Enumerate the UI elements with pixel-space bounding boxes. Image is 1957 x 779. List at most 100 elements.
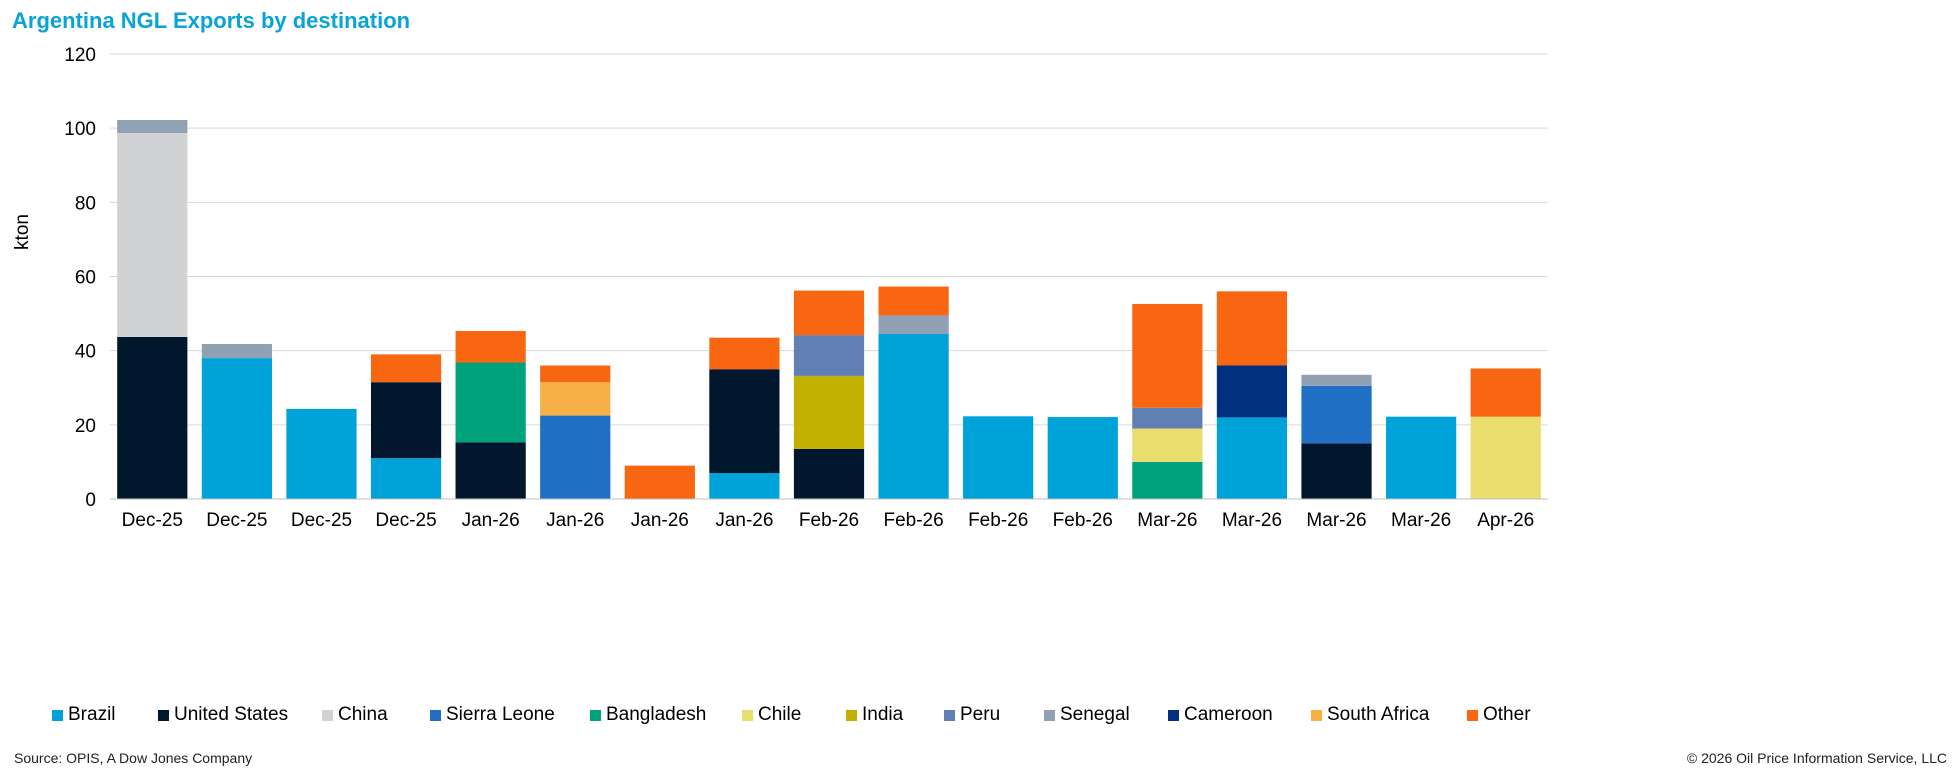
- legend-label: China: [338, 704, 388, 725]
- bar-segment: [709, 369, 780, 474]
- legend-label: Brazil: [68, 704, 116, 725]
- legend-item: Chile: [742, 704, 801, 726]
- bar-segment: [963, 416, 1034, 499]
- legend-item: Bangladesh: [590, 704, 706, 726]
- x-tick-label: Feb-26: [968, 510, 1028, 531]
- bar-segment: [793, 290, 865, 336]
- legend-swatch: [322, 709, 333, 721]
- bar-segment: [540, 365, 611, 383]
- source-note: Source: OPIS, A Dow Jones Company: [14, 750, 253, 766]
- y-tick-label: 20: [75, 416, 96, 437]
- legend-swatch: [430, 709, 441, 721]
- bar-segment: [1132, 303, 1203, 408]
- y-tick-label: 60: [75, 268, 96, 289]
- legend-swatch: [1044, 709, 1055, 721]
- bar-segment: [117, 132, 188, 337]
- legend-item: Senegal: [1044, 704, 1130, 726]
- x-tick-label: Jan-26: [462, 510, 520, 531]
- legend-item: South Africa: [1311, 704, 1429, 726]
- bar-segment: [1470, 368, 1541, 417]
- y-tick-label: 120: [64, 45, 96, 66]
- x-tick-label: Feb-26: [799, 510, 859, 531]
- legend-label: United States: [174, 704, 289, 725]
- axes: 0 20 40 60 80 100 120 Dec-25 Dec-25 Dec-25 Dec-25 J…: [64, 45, 1548, 531]
- bar-segment: [1132, 407, 1203, 429]
- legend-label: South Africa: [1327, 704, 1430, 725]
- legend-item: Peru: [944, 704, 1000, 726]
- legend-swatch: [1311, 709, 1322, 721]
- x-tick-label: Jan-26: [631, 510, 689, 531]
- x-tick-label: Dec-25: [375, 510, 436, 531]
- bar-segment: [1216, 291, 1288, 366]
- bar-segment: [878, 333, 949, 499]
- bar-segment: [370, 458, 442, 499]
- legend-item: Cameroon: [1168, 704, 1273, 726]
- legend-swatch: [1168, 709, 1179, 721]
- legend-item: China: [322, 704, 388, 726]
- x-tick-label: Dec-25: [206, 510, 267, 531]
- bar-segment: [1216, 365, 1288, 418]
- legend-swatch: [52, 709, 63, 721]
- bar-segment: [878, 286, 949, 316]
- legend-item: Brazil: [52, 704, 116, 726]
- bar-segment: [709, 337, 780, 370]
- bar-segment: [793, 375, 865, 449]
- legend-swatch: [944, 709, 955, 721]
- bar-segment: [455, 362, 526, 443]
- legend-label: Sierra Leone: [446, 704, 555, 725]
- bar-segment: [878, 315, 949, 334]
- copyright-note: © 2026 Oil Price Information Service, LL…: [1686, 750, 1947, 766]
- y-axis-label: kton: [12, 214, 33, 250]
- bar-segment: [624, 465, 695, 499]
- bars: [117, 120, 1541, 499]
- y-tick-label: 0: [85, 490, 96, 511]
- x-tick-label: Feb-26: [883, 510, 943, 531]
- legend-swatch: [846, 709, 857, 721]
- legend-label: Chile: [758, 704, 802, 725]
- x-tick-label: Mar-26: [1306, 510, 1366, 531]
- legend-label: Other: [1483, 704, 1531, 725]
- x-tick-label: Jan-26: [546, 510, 604, 531]
- legend-label: India: [862, 704, 904, 725]
- legend-item: United States: [158, 704, 288, 726]
- bar-segment: [455, 331, 526, 363]
- bar-segment: [117, 120, 188, 133]
- bar-segment: [117, 336, 188, 499]
- legend-item: Sierra Leone: [430, 704, 555, 726]
- x-tick-label: Mar-26: [1137, 510, 1197, 531]
- bar-segment: [1047, 417, 1118, 499]
- legend-label: Peru: [960, 704, 1001, 725]
- bar-segment: [1386, 416, 1457, 499]
- bar-segment: [1301, 443, 1372, 499]
- legend-item: Other: [1467, 704, 1531, 726]
- x-tick-label: Apr-26: [1477, 510, 1534, 531]
- x-tick-label: Dec-25: [122, 510, 183, 531]
- bar-segment: [1132, 428, 1203, 462]
- legend-swatch: [1467, 709, 1478, 721]
- legend: Brazil United States China Sierra Leone Bang…: [0, 704, 1957, 734]
- legend-label: Bangladesh: [606, 704, 707, 725]
- x-tick-label: Mar-26: [1222, 510, 1282, 531]
- legend-item: India: [846, 704, 903, 726]
- y-tick-label: 40: [75, 342, 96, 363]
- legend-label: Cameroon: [1184, 704, 1273, 725]
- legend-swatch: [590, 709, 601, 721]
- bar-segment: [455, 442, 526, 499]
- bar-segment: [1132, 461, 1203, 499]
- bar-segment: [709, 473, 780, 499]
- y-tick-label: 80: [75, 193, 96, 214]
- bar-segment: [370, 382, 442, 459]
- bar-segment: [793, 335, 865, 376]
- bar-segment: [1470, 416, 1541, 499]
- bar-segment: [201, 343, 272, 359]
- legend-label: Senegal: [1060, 704, 1130, 725]
- x-tick-label: Feb-26: [1053, 510, 1113, 531]
- bar-segment: [1301, 374, 1372, 386]
- bar-segment: [201, 358, 272, 499]
- legend-swatch: [158, 709, 169, 721]
- x-tick-label: Mar-26: [1391, 510, 1451, 531]
- bar-segment: [286, 408, 357, 499]
- x-tick-label: Jan-26: [715, 510, 773, 531]
- x-tick-label: Dec-25: [291, 510, 352, 531]
- y-tick-label: 100: [64, 119, 96, 140]
